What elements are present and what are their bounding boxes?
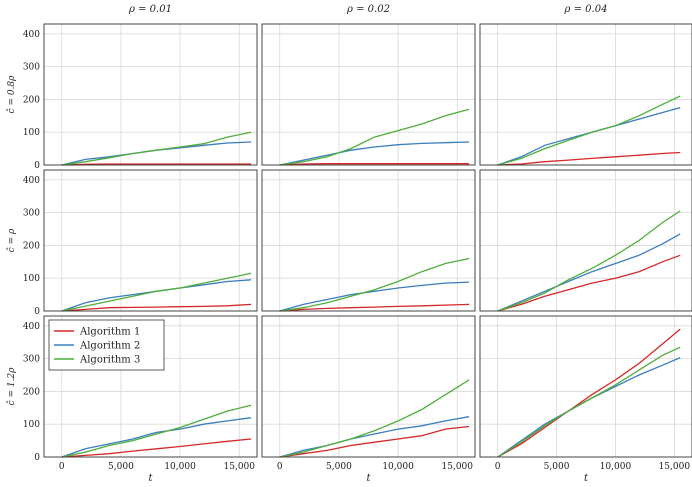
series-line-algorithm-1 — [61, 438, 252, 458]
panel-frame — [261, 315, 476, 458]
panel-r1-c2 — [479, 169, 692, 312]
legend: Algorithm 1 Algorithm 2 Algorithm 3 — [48, 319, 165, 371]
series-line-algorithm-1 — [279, 425, 470, 458]
row-label: ĉ = ρ — [6, 228, 17, 252]
panel-frame — [43, 23, 258, 166]
series-line-algorithm-3 — [279, 257, 470, 312]
series-line-algorithm-3 — [497, 210, 681, 312]
legend-entry: Algorithm 3 — [79, 355, 140, 366]
y-tick-label: 200 — [23, 95, 40, 105]
x-tick-label: 15,000 — [224, 462, 256, 472]
panel-r0-c2 — [479, 23, 692, 166]
y-tick-label: 300 — [23, 63, 40, 73]
panel-frame — [261, 23, 476, 166]
x-tick-label: 5,000 — [326, 462, 352, 472]
plot-area — [44, 170, 257, 311]
x-tick-label: 10,000 — [164, 462, 196, 472]
x-tick-label: 10,000 — [600, 462, 632, 472]
column-title: ρ = 0.01 — [128, 4, 172, 15]
panel-frame — [261, 169, 476, 312]
x-tick-label: 15,000 — [442, 462, 474, 472]
x-tick-label: 15,000 — [659, 462, 691, 472]
series-line-algorithm-1 — [279, 163, 470, 166]
series-line-algorithm-2 — [61, 417, 252, 458]
series-line-algorithm-2 — [279, 416, 470, 458]
panel-r2-c2: 0 5,000 10,000 15,000 t — [479, 315, 692, 484]
panel-r1-c1 — [261, 169, 476, 312]
y-tick-label: 0 — [34, 453, 40, 463]
y-tick-label: 400 — [23, 30, 40, 40]
x-tick-label: 0 — [277, 462, 283, 472]
panel-r2-c1: 0 5,000 10,000 15,000 t — [261, 315, 476, 484]
plot-area — [480, 170, 692, 311]
row-label: ĉ = 1.2ρ — [6, 367, 17, 406]
x-axis-label: t — [584, 473, 589, 484]
series-line-algorithm-3 — [497, 95, 681, 166]
column-title: ρ = 0.04 — [564, 4, 608, 15]
y-tick-label: 100 — [23, 274, 40, 284]
y-tick-label: 200 — [23, 241, 40, 251]
plot-area — [480, 24, 692, 165]
panel-r1-c0: 0 100 200 300 400 — [23, 169, 258, 317]
y-tick-label: 0 — [34, 307, 40, 317]
series-line-algorithm-1 — [497, 254, 681, 312]
y-tick-label: 200 — [23, 387, 40, 397]
series-line-algorithm-2 — [279, 281, 470, 312]
series-line-algorithm-3 — [61, 272, 252, 312]
y-tick-label: 100 — [23, 420, 40, 430]
panel-frame — [43, 315, 258, 458]
panel-frame — [479, 23, 692, 166]
plot-area — [480, 316, 692, 457]
series-line-algorithm-3 — [279, 108, 470, 166]
series-line-algorithm-1 — [61, 163, 252, 166]
y-tick-label: 400 — [23, 176, 40, 186]
y-tick-label: 0 — [34, 161, 40, 171]
x-tick-label: 0 — [495, 462, 501, 472]
series-line-algorithm-2 — [497, 233, 681, 312]
panel-r0-c1 — [261, 23, 476, 166]
x-tick-label: 0 — [59, 462, 65, 472]
series-line-algorithm-1 — [497, 151, 681, 166]
x-axis-label: t — [148, 473, 153, 484]
x-axis-label: t — [366, 473, 371, 484]
series-line-algorithm-3 — [61, 404, 252, 458]
plot-area — [44, 24, 257, 165]
series-line-algorithm-2 — [279, 141, 470, 166]
series-line-algorithm-3 — [279, 379, 470, 458]
y-tick-label: 400 — [23, 322, 40, 332]
plot-area — [262, 24, 475, 165]
x-tick-label: 10,000 — [382, 462, 414, 472]
series-line-algorithm-1 — [279, 303, 470, 312]
panel-frame — [479, 315, 692, 458]
plot-area — [262, 170, 475, 311]
series-line-algorithm-3 — [61, 131, 252, 166]
panel-frame — [43, 169, 258, 312]
legend-entry: Algorithm 2 — [79, 341, 140, 352]
series-line-algorithm-3 — [497, 346, 681, 458]
column-title: ρ = 0.02 — [346, 4, 390, 15]
y-tick-label: 300 — [23, 355, 40, 365]
panel-r0-c0: 0 100 200 300 400 — [23, 23, 258, 171]
series-line-algorithm-1 — [61, 303, 252, 312]
series-line-algorithm-1 — [497, 328, 681, 458]
panel-frame — [479, 169, 692, 312]
legend-entry: Algorithm 1 — [79, 327, 140, 338]
row-label: ĉ = 0.8ρ — [6, 75, 17, 114]
y-tick-label: 300 — [23, 209, 40, 219]
x-tick-label: 5,000 — [544, 462, 570, 472]
x-tick-label: 5,000 — [108, 462, 134, 472]
y-tick-label: 100 — [23, 128, 40, 138]
